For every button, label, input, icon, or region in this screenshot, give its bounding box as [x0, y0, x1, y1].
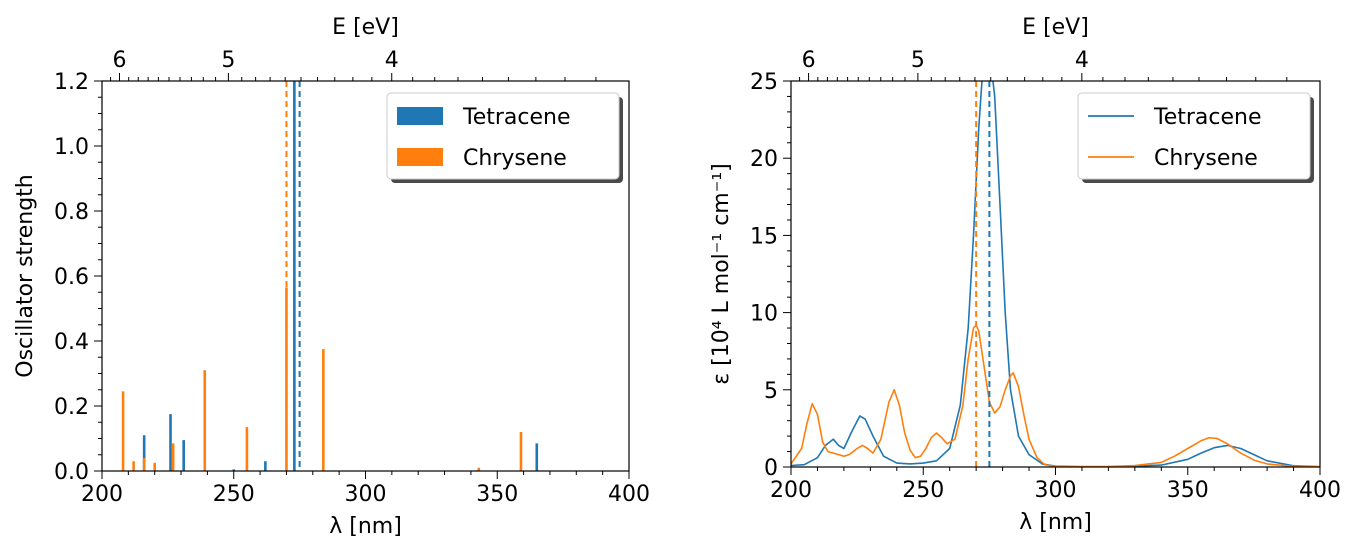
- plot-area: [121, 81, 539, 471]
- legend-label-chrysene: Chrysene: [1154, 146, 1258, 171]
- bar-chrysene-7: [285, 287, 288, 471]
- bar-chrysene-10: [519, 432, 523, 471]
- top-tick-label: 5: [911, 48, 925, 73]
- x-tick-label: 350: [1167, 478, 1209, 503]
- bar-chrysene-4: [171, 443, 175, 471]
- y-tick-label: 0.8: [54, 200, 89, 225]
- top-tick-label: 6: [802, 48, 816, 73]
- x-tick-label: 350: [476, 482, 518, 507]
- x-tick-label: 400: [608, 482, 650, 507]
- bar-tetracene-7: [535, 443, 539, 471]
- x-tick-label: 250: [902, 478, 944, 503]
- x-tick-label: 300: [1035, 478, 1077, 503]
- x-tick-label: 200: [770, 478, 812, 503]
- bar-tetracene-5: [293, 81, 296, 471]
- legend-box: [386, 92, 620, 180]
- x-axis-title: λ [nm]: [1019, 510, 1092, 535]
- x-tick-label: 300: [345, 482, 387, 507]
- chart-1: 200 250 300 350 400 0.0 0.2 0.4 0.6 0.8 1.0 1.2 6 5 4 λ…: [13, 15, 650, 539]
- top-tick-label: 4: [1075, 48, 1089, 73]
- y-tick-label: 10: [750, 302, 778, 327]
- legend-swatch-chrysene: [397, 148, 443, 166]
- y-axis-title: ε [10⁴ L mol⁻¹ cm⁻¹]: [709, 163, 734, 385]
- bar-tetracene-2: [182, 440, 185, 471]
- bar-chrysene-3: [153, 462, 156, 471]
- chart-2: 200 250 300 350 400 0 5 10 15 20 25 6 5 4 λ [nm] E [eV]…: [709, 15, 1341, 535]
- line-tetracene: [791, 81, 1320, 467]
- bar-chrysene-6: [245, 427, 249, 471]
- y-tick-label: 20: [750, 147, 778, 172]
- bar-chrysene-0: [121, 391, 125, 471]
- y-tick-label: 15: [750, 224, 778, 249]
- top-tick-label: 6: [112, 48, 126, 73]
- y-tick-label: 25: [750, 70, 778, 95]
- line-chrysene: [791, 324, 1320, 467]
- legend-label-tetracene: Tetracene: [1153, 105, 1262, 130]
- y-tick-label: 0.0: [54, 460, 89, 485]
- y-tick-label: 1.0: [54, 135, 89, 160]
- legend-label-chrysene: Chrysene: [463, 146, 567, 171]
- y-tick-label: 1.2: [54, 70, 89, 95]
- x-tick-label: 250: [213, 482, 255, 507]
- y-tick-label: 0: [764, 456, 778, 481]
- legend-box: [1077, 92, 1311, 180]
- bar-chrysene-8: [322, 349, 325, 471]
- top-axis-title: E [eV]: [1022, 15, 1089, 40]
- bar-chrysene-9: [477, 467, 481, 471]
- top-tick-label: 4: [385, 48, 399, 73]
- bar-chrysene-2: [142, 458, 146, 471]
- bar-chrysene-1: [132, 461, 135, 471]
- bar-tetracene-3: [232, 469, 236, 471]
- legend: Tetracene Chrysene: [1077, 92, 1314, 183]
- legend-swatch-tetracene: [397, 107, 443, 125]
- bar-tetracene-1: [169, 414, 172, 471]
- x-axis-title: λ [nm]: [329, 514, 402, 539]
- y-tick-label: 5: [764, 379, 778, 404]
- top-tick-label: 5: [221, 48, 235, 73]
- x-tick-label: 400: [1299, 478, 1341, 503]
- legend-label-tetracene: Tetracene: [462, 105, 571, 130]
- top-axis-title: E [eV]: [332, 15, 399, 40]
- bar-tetracene-4: [264, 461, 267, 471]
- bar-chrysene-5: [203, 370, 207, 471]
- x-tick-label: 200: [81, 482, 123, 507]
- bar-tetracene-0: [142, 435, 146, 471]
- y-tick-label: 0.6: [54, 265, 89, 290]
- y-tick-label: 0.4: [54, 330, 89, 355]
- legend: Tetracene Chrysene: [386, 92, 623, 183]
- y-tick-label: 0.2: [54, 395, 89, 420]
- y-axis-title: Oscillator strength: [13, 174, 38, 377]
- plot-area: [791, 81, 1320, 467]
